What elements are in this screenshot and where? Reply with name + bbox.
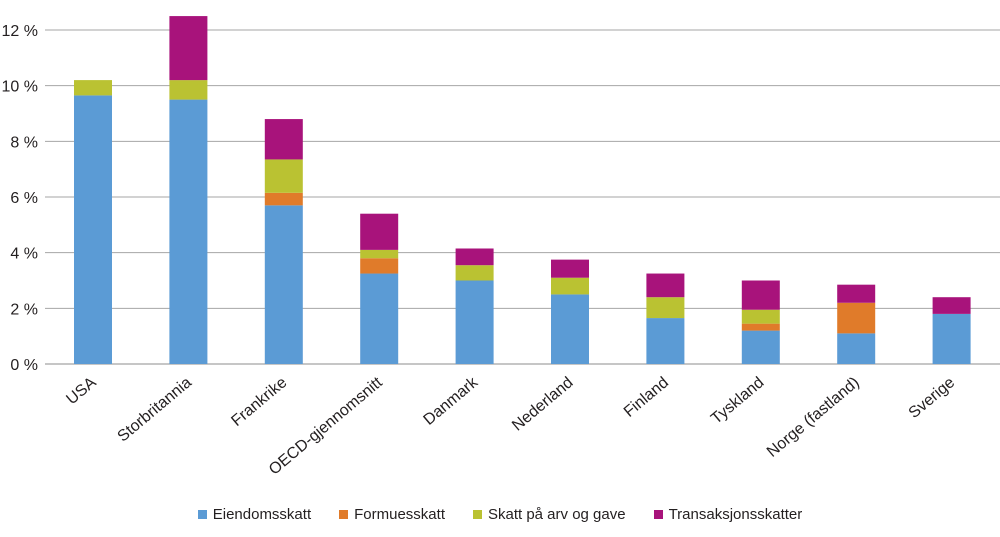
bar-segment xyxy=(455,265,494,281)
legend-swatch xyxy=(653,509,663,519)
legend-item: Transaksjonsskatter xyxy=(653,505,803,523)
bar-segment xyxy=(551,259,589,278)
bar-segment xyxy=(551,277,589,295)
x-axis-tick-labels: USA Storbritannia FrankrikeOECD-gjennomsni… xyxy=(63,373,958,478)
legend-swatch xyxy=(339,509,349,519)
legend-label: Transaksjonsskatter xyxy=(668,505,803,523)
bar-segment xyxy=(932,297,971,314)
bar-segment xyxy=(264,192,303,206)
y-axis-tick-labels: 0 % 2 % 4 % 6 % 8 % 10 % 12 % xyxy=(2,23,38,374)
bar-segment xyxy=(741,323,780,331)
bar-segment xyxy=(455,248,494,266)
legend-label: Skatt på arv og gave xyxy=(487,505,626,523)
y-tick-label: 10 % xyxy=(2,79,38,96)
legend-item: Eiendomsskatt xyxy=(197,505,312,523)
legend-swatch xyxy=(472,509,482,519)
bar-segment xyxy=(169,80,208,100)
legend-label: Formuesskatt xyxy=(354,505,445,523)
bar-segment xyxy=(360,258,399,274)
y-tick-label: 2 % xyxy=(10,301,38,318)
y-tick-label: 12 % xyxy=(2,23,38,40)
y-tick-label: 6 % xyxy=(10,190,38,207)
y-tick-label: 0 % xyxy=(10,357,38,374)
bar-segment xyxy=(169,16,208,81)
x-tick-label: Storbritannia xyxy=(115,374,195,445)
legend-swatch xyxy=(197,509,207,519)
bar-segment xyxy=(264,205,303,364)
bar-segment xyxy=(646,273,685,298)
x-tick-label: Norge (fastland) xyxy=(764,374,863,461)
bar-segment xyxy=(646,318,685,364)
x-tick-label: Nederland xyxy=(509,374,576,434)
bar-segment xyxy=(264,159,303,193)
x-tick-label: USA xyxy=(63,374,99,408)
bar-segment xyxy=(264,119,303,160)
bar-segment xyxy=(360,273,399,364)
bar-segment xyxy=(360,249,399,259)
bar-segment xyxy=(551,294,589,364)
x-tick-label: Frankrike xyxy=(228,374,290,430)
x-tick-label: Danmark xyxy=(421,373,482,428)
bar-segment xyxy=(837,302,876,334)
x-tick-label: Tyskland xyxy=(708,374,767,428)
y-tick-label: 8 % xyxy=(10,134,38,151)
bar-segment xyxy=(169,99,208,364)
bar-segment xyxy=(646,297,685,319)
bar-segment xyxy=(837,333,876,364)
bar-segment xyxy=(837,284,876,303)
legend-item: Skatt på arv og gave xyxy=(472,505,626,523)
bar-segment xyxy=(741,280,780,310)
x-tick-label: Sverige xyxy=(906,374,959,422)
x-tick-label: Finland xyxy=(621,374,672,421)
bar-segment xyxy=(741,330,780,364)
bar-segment xyxy=(74,80,112,96)
legend-item: Formuesskatt xyxy=(339,506,445,523)
bar-segment xyxy=(360,213,399,250)
bars xyxy=(74,16,971,365)
y-tick-label: 4 % xyxy=(10,246,38,263)
bar-segment xyxy=(741,309,780,324)
bar-segment xyxy=(455,280,494,364)
legend: Eiendomsskatt Formuesskatt Skatt på arv og… xyxy=(0,500,1000,528)
stacked-bar-chart: 0 % 2 % 4 % 6 % 8 % 10 % 12 % USA Storbritannia… xyxy=(2,16,1000,479)
legend-label: Eiendomsskatt xyxy=(212,505,312,523)
bar-segment xyxy=(932,313,971,364)
bar-segment xyxy=(74,95,112,365)
